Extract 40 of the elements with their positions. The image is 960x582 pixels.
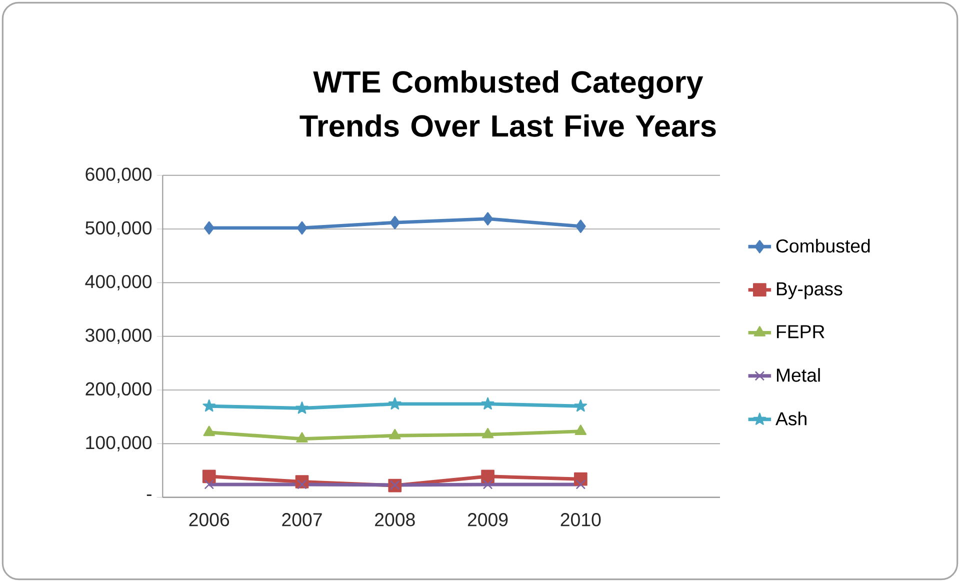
point	[203, 426, 215, 436]
legend-label: Metal	[776, 368, 820, 382]
y-tick-label: -	[146, 494, 152, 496]
legend-label: FEPR	[776, 325, 824, 338]
point	[296, 221, 308, 235]
point	[482, 212, 493, 226]
x-tick-label: 2010	[560, 513, 601, 526]
y-tick-label: 500,000	[86, 221, 152, 237]
legend-label: Ash	[775, 412, 806, 426]
y-tick-label: 200,000	[86, 382, 152, 398]
y-tick-label: 600,000	[86, 168, 152, 184]
x-tick-label: 2008	[375, 513, 415, 526]
point	[202, 470, 216, 484]
y-tick-label: 400,000	[85, 274, 152, 290]
point	[390, 216, 400, 230]
y-tick-label: 100,000	[86, 436, 152, 452]
point	[574, 399, 588, 412]
point	[482, 480, 493, 490]
x-tick-label: 2007	[282, 513, 322, 526]
y-tick-label: 300,000	[86, 328, 152, 344]
x-tick-label: 2009	[468, 513, 508, 526]
point	[389, 428, 401, 440]
point	[204, 221, 214, 235]
point	[481, 397, 494, 410]
point	[390, 480, 400, 490]
point	[204, 480, 214, 490]
point	[481, 470, 494, 484]
point	[202, 399, 216, 412]
point	[388, 397, 402, 410]
point	[296, 432, 308, 443]
point	[296, 402, 308, 414]
legend-label: Combusted	[776, 238, 870, 253]
point	[482, 428, 494, 438]
point	[574, 424, 587, 435]
point	[576, 220, 586, 233]
point	[297, 480, 307, 490]
chart-title: WTE Combusted Category Trends Over Last Five Years	[300, 70, 716, 137]
legend-label: By-pass	[776, 282, 842, 300]
point	[576, 480, 586, 490]
x-tick-label: 2006	[189, 513, 230, 526]
